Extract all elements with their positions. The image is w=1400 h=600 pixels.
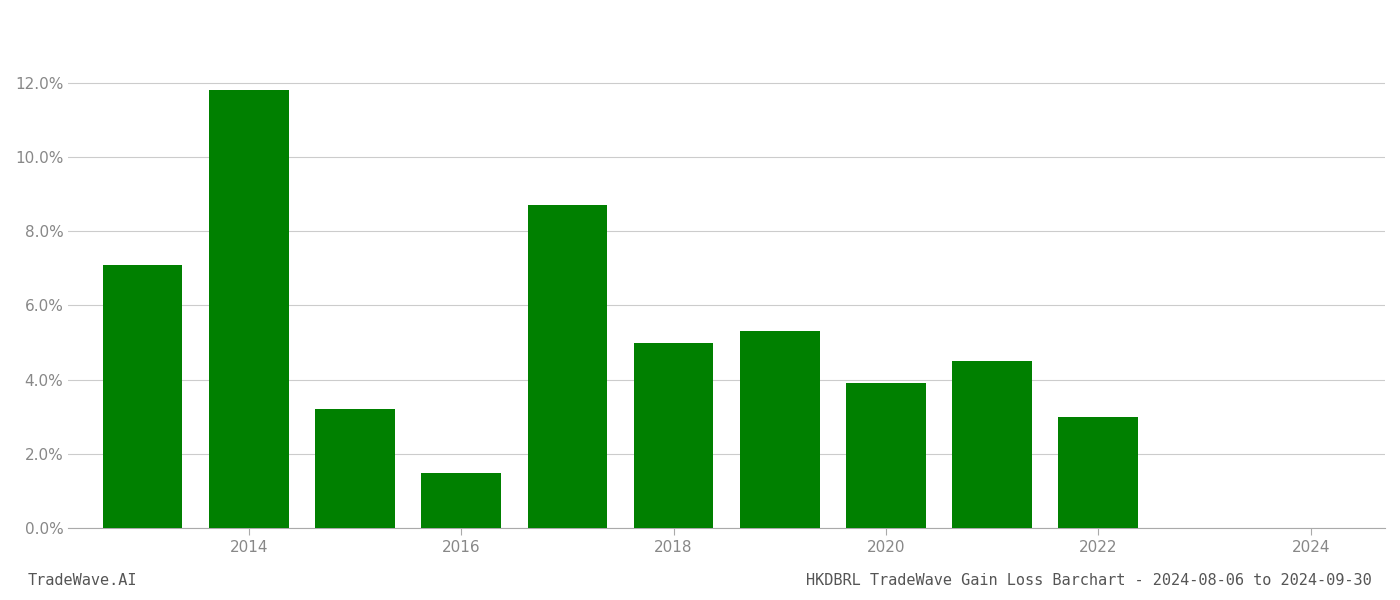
Bar [528, 205, 608, 528]
Bar [102, 265, 182, 528]
Bar [315, 409, 395, 528]
Text: HKDBRL TradeWave Gain Loss Barchart - 2024-08-06 to 2024-09-30: HKDBRL TradeWave Gain Loss Barchart - 20… [806, 573, 1372, 588]
Bar [952, 361, 1032, 528]
Bar [739, 331, 819, 528]
Bar [421, 473, 501, 528]
Bar [1058, 417, 1138, 528]
Bar [846, 383, 925, 528]
Bar [209, 90, 288, 528]
Text: TradeWave.AI: TradeWave.AI [28, 573, 137, 588]
Bar [634, 343, 714, 528]
